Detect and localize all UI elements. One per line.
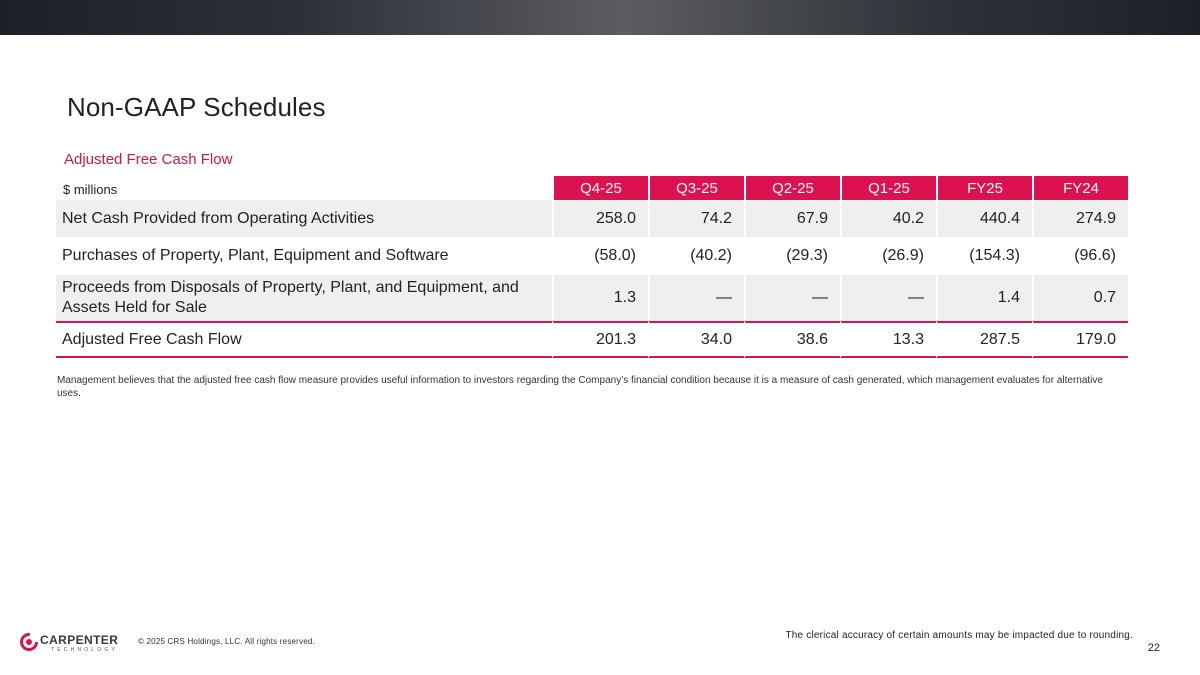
- units-cell: [56, 176, 552, 200]
- logo-wordmark: CARPENTER: [40, 633, 119, 647]
- cash-flow-table: Q4-25 Q3-25 Q2-25 Q1-25 FY25 FY24 Net Ca…: [56, 176, 1128, 358]
- top-banner: [0, 0, 1200, 35]
- row-label: Net Cash Provided from Operating Activit…: [56, 200, 552, 237]
- table-cell: (58.0): [552, 237, 648, 275]
- table-cell: 1.3: [552, 275, 648, 321]
- table-cell: —: [840, 275, 936, 321]
- table-cell: 287.5: [936, 321, 1032, 358]
- table-cell: 201.3: [552, 321, 648, 358]
- column-header: Q4-25: [552, 176, 648, 200]
- column-header: Q1-25: [840, 176, 936, 200]
- logo-subtext: TECHNOLOGY: [51, 647, 119, 653]
- table-cell: 179.0: [1032, 321, 1128, 358]
- table-cell: 34.0: [648, 321, 744, 358]
- table-cell: 258.0: [552, 200, 648, 237]
- table-row: Purchases of Property, Plant, Equipment …: [56, 237, 1128, 275]
- table-cell: 38.6: [744, 321, 840, 358]
- table-cell: 0.7: [1032, 275, 1128, 321]
- table-header-row: Q4-25 Q3-25 Q2-25 Q1-25 FY25 FY24: [56, 176, 1128, 200]
- table-cell: (96.6): [1032, 237, 1128, 275]
- table-row: Net Cash Provided from Operating Activit…: [56, 200, 1128, 237]
- units-label: $ millions: [63, 182, 118, 197]
- column-header: FY25: [936, 176, 1032, 200]
- table-cell: (40.2): [648, 237, 744, 275]
- page-title: Non-GAAP Schedules: [67, 92, 326, 122]
- company-logo: CARPENTER TECHNOLOGY: [19, 632, 123, 654]
- table-cell: —: [744, 275, 840, 321]
- table-cell: 1.4: [936, 275, 1032, 321]
- footnote: Management believes that the adjusted fr…: [57, 375, 1103, 399]
- table-row: Proceeds from Disposals of Property, Pla…: [56, 275, 1128, 321]
- table-cell: (154.3): [936, 237, 1032, 275]
- table-cell: 440.4: [936, 200, 1032, 237]
- column-header: FY24: [1032, 176, 1128, 200]
- table-cell: 40.2: [840, 200, 936, 237]
- column-header: Q3-25: [648, 176, 744, 200]
- page-number: 22: [1147, 642, 1160, 654]
- row-label: Adjusted Free Cash Flow: [56, 321, 552, 358]
- table-cell: (29.3): [744, 237, 840, 275]
- row-label: Purchases of Property, Plant, Equipment …: [56, 237, 552, 275]
- table-cell: 274.9: [1032, 200, 1128, 237]
- copyright-text: © 2025 CRS Holdings, LLC. All rights res…: [138, 637, 315, 646]
- total-row: Adjusted Free Cash Flow 201.3 34.0 38.6 …: [56, 321, 1128, 358]
- section-subtitle: Adjusted Free Cash Flow: [64, 151, 233, 168]
- table-cell: —: [648, 275, 744, 321]
- rounding-disclaimer: The clerical accuracy of certain amounts…: [785, 630, 1133, 641]
- table-cell: 67.9: [744, 200, 840, 237]
- table-cell: 13.3: [840, 321, 936, 358]
- table-cell: 74.2: [648, 200, 744, 237]
- row-label: Proceeds from Disposals of Property, Pla…: [56, 275, 552, 321]
- table-cell: (26.9): [840, 237, 936, 275]
- column-header: Q2-25: [744, 176, 840, 200]
- logo-swirl-icon: [20, 633, 38, 651]
